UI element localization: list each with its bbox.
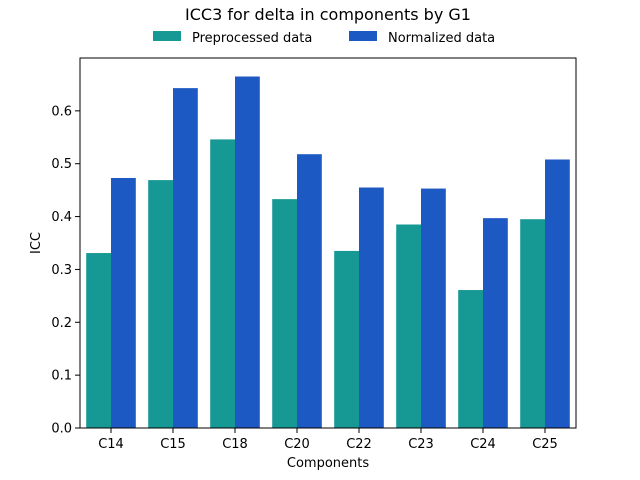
legend-swatch-preprocessed [153,31,181,41]
bar-c24-preprocessed [458,290,483,428]
x-tick-label-c20: C20 [284,437,310,452]
bar-c22-preprocessed [334,250,359,428]
x-tick-label-c22: C22 [346,437,372,452]
legend-label-normalized: Normalized data [388,31,495,46]
legend-label-preprocessed: Preprocessed data [192,31,312,46]
bar-c15-normalized [173,88,198,428]
bar-c14-normalized [111,177,136,428]
bar-c14-preprocessed [86,253,111,428]
bar-c23-normalized [421,188,446,428]
bars-layer [86,76,570,428]
y-tick-label: 0.2 [51,316,72,331]
y-tick-label: 0.4 [51,210,72,225]
x-axis-label: Components [287,456,369,471]
x-tick-label-c25: C25 [532,437,558,452]
plot-frame [79,57,577,429]
y-axis: 0.0 0.1 0.2 0.3 0.4 0.5 0.6 [51,104,80,437]
y-tick-label: 0.1 [51,369,72,384]
x-axis: C14 C15 C18 C20 C22 C23 C24 C25 [98,428,558,452]
bar-c20-normalized [297,154,322,428]
bar-c18-preprocessed [210,139,235,428]
bar-c20-preprocessed [272,199,297,428]
bar-c25-normalized [545,159,570,428]
x-tick-label-c14: C14 [98,437,124,452]
x-tick-label-c18: C18 [222,437,248,452]
y-tick-label: 0.5 [51,157,72,172]
bar-c24-normalized [483,218,508,428]
x-tick-label-c15: C15 [160,437,186,452]
x-tick-label-c23: C23 [408,437,434,452]
chart-legend: Preprocessed data Normalized data [153,31,495,46]
x-tick-label-c24: C24 [470,437,496,452]
y-axis-label: ICC [29,232,44,254]
bar-c22-normalized [359,187,384,428]
bar-c18-normalized [235,76,260,428]
bar-c15-preprocessed [148,180,173,428]
chart-title: ICC3 for delta in components by G1 [185,5,471,24]
bar-c23-preprocessed [396,224,421,428]
y-tick-label: 0.0 [51,422,72,437]
legend-swatch-normalized [349,31,377,41]
y-tick-label: 0.3 [51,263,72,278]
y-tick-label: 0.6 [51,104,72,119]
bar-c25-preprocessed [520,219,545,428]
